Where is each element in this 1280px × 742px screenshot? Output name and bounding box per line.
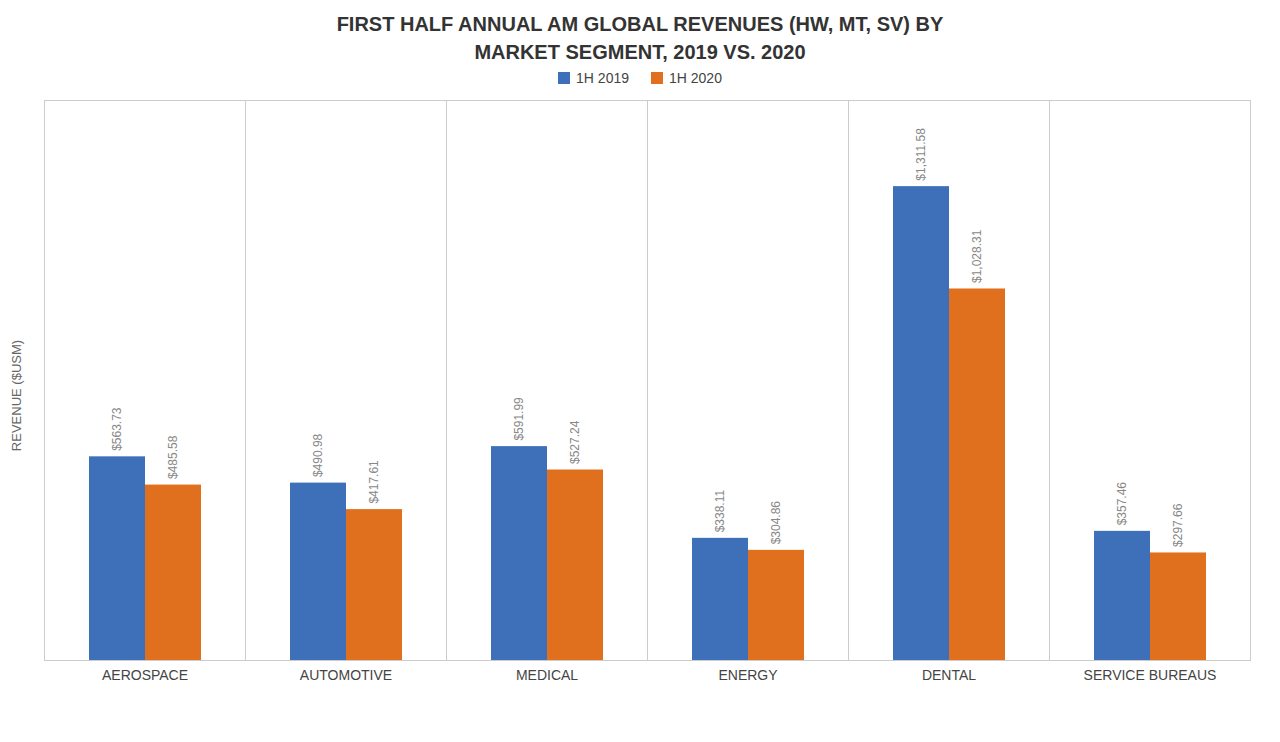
svg-text:$1,028.31: $1,028.31 (970, 229, 984, 283)
svg-text:$417.61: $417.61 (367, 460, 381, 504)
svg-text:$297.66: $297.66 (1171, 503, 1185, 547)
html-text:1H 2019: 1H 2019 (576, 70, 629, 86)
svg-text:$591.99: $591.99 (512, 397, 526, 441)
svg-text:$485.58: $485.58 (166, 435, 180, 479)
svg-text:$338.11: $338.11 (713, 490, 727, 533)
svg-text:$1,311.58: $1,311.58 (914, 128, 928, 181)
svg-text:SERVICE BUREAUS: SERVICE BUREAUS (1084, 667, 1217, 683)
svg-text:MEDICAL: MEDICAL (516, 667, 578, 683)
html-text:FIRST HALF ANNUAL AM GLOBAL RE: FIRST HALF ANNUAL AM GLOBAL REVENUES (HW… (336, 13, 944, 63)
svg-text:$490.98: $490.98 (311, 433, 325, 477)
svg-text:AUTOMOTIVE: AUTOMOTIVE (300, 667, 392, 683)
svg-text:$304.86: $304.86 (769, 501, 783, 545)
svg-text:$357.46: $357.46 (1115, 482, 1129, 526)
svg-text:DENTAL: DENTAL (922, 667, 976, 683)
svg-text:ENERGY: ENERGY (718, 667, 778, 683)
html-text:REVENUE ($USM): REVENUE ($USM) (9, 339, 25, 451)
html-text:1H 2020: 1H 2020 (669, 70, 722, 86)
svg-text:$563.73: $563.73 (110, 407, 124, 451)
svg-text:AEROSPACE: AEROSPACE (102, 667, 188, 683)
svg-text:$527.24: $527.24 (568, 420, 582, 464)
